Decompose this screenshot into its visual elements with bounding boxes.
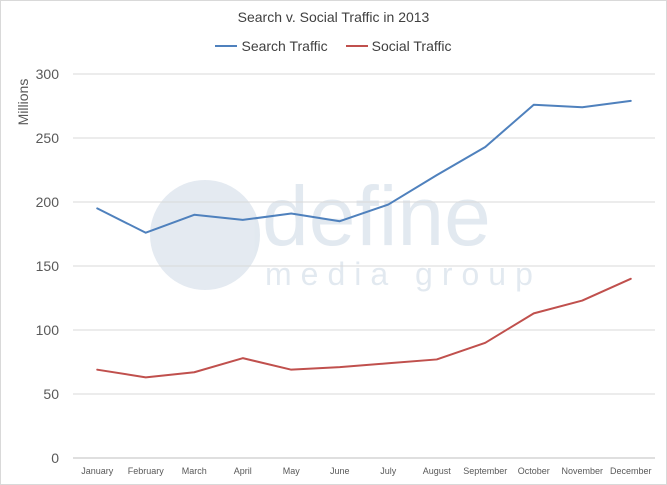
x-tick-label: March: [182, 466, 207, 476]
y-tick-label: 150: [36, 258, 60, 274]
x-tick-label: January: [81, 466, 114, 476]
y-tick-label: 300: [36, 66, 60, 82]
x-tick-label: May: [283, 466, 301, 476]
watermark-text-define: define: [262, 169, 491, 263]
legend-swatch-social: [345, 45, 368, 47]
x-tick-label: October: [518, 466, 550, 476]
x-tick-label: November: [561, 466, 603, 476]
y-tick-label: 200: [36, 194, 60, 210]
y-tick-label: 0: [51, 450, 59, 466]
series-line-search: [96, 99, 632, 234]
series-line-social: [96, 277, 632, 379]
x-tick-label: June: [330, 466, 350, 476]
y-axis-title: Millions: [15, 79, 31, 126]
watermark-text-media-group: media group: [265, 256, 542, 292]
x-tick-label: July: [380, 466, 397, 476]
y-tick-label: 100: [36, 322, 60, 338]
y-tick-label: 50: [43, 386, 59, 402]
legend-label-search: Search Traffic: [241, 38, 328, 54]
legend-label-social: Social Traffic: [371, 38, 452, 54]
legend: Search Traffic Social Traffic: [0, 38, 667, 54]
legend-item-social: Social Traffic: [345, 38, 452, 54]
chart-title: Search v. Social Traffic in 2013: [237, 9, 430, 25]
x-tick-label: April: [234, 466, 252, 476]
x-tick-label: August: [423, 466, 452, 476]
legend-item-search: Search Traffic: [215, 38, 328, 54]
watermark-emblem: [150, 180, 260, 290]
x-tick-label: December: [610, 466, 652, 476]
x-tick-label: February: [128, 466, 165, 476]
legend-swatch-search: [215, 45, 238, 47]
y-tick-label: 250: [36, 130, 60, 146]
x-tick-label: September: [463, 466, 507, 476]
